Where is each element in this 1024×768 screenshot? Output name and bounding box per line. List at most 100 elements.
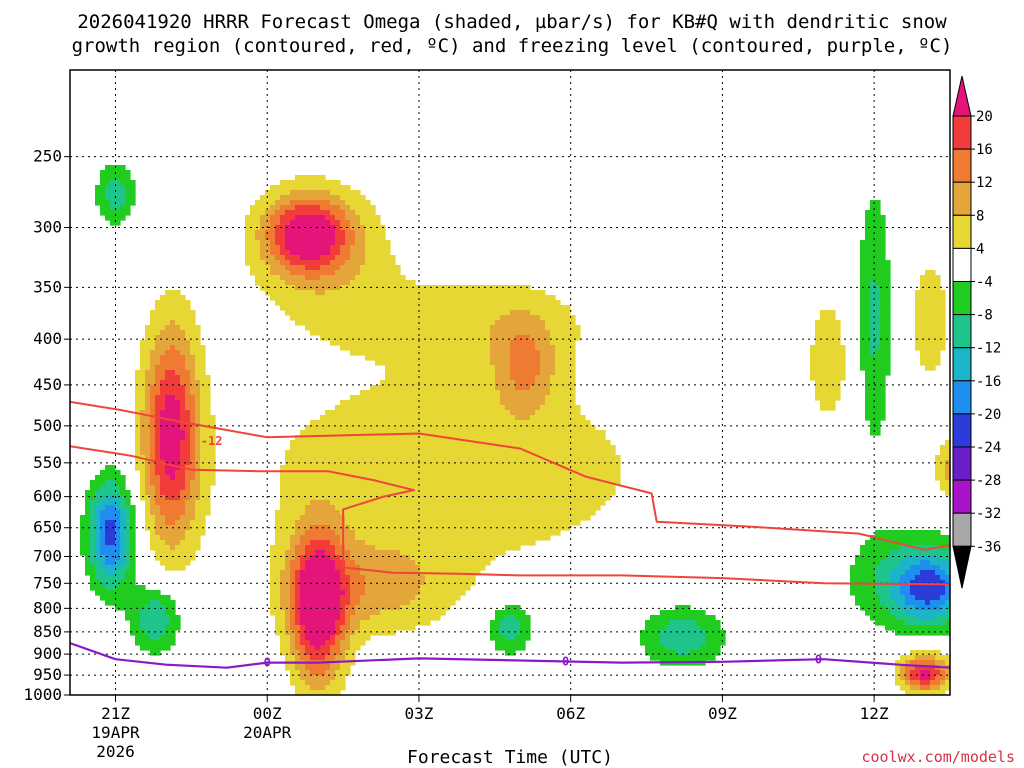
omega-cell	[550, 480, 556, 486]
omega-cell	[575, 515, 581, 521]
omega-cell	[385, 425, 391, 431]
omega-cell	[350, 255, 356, 261]
omega-cell	[290, 275, 296, 281]
omega-cell	[525, 370, 531, 376]
omega-cell	[405, 470, 411, 476]
omega-cell	[300, 310, 306, 316]
omega-cell	[115, 485, 121, 491]
omega-cell	[410, 410, 416, 416]
omega-cell	[350, 320, 356, 326]
omega-cell	[455, 485, 461, 491]
omega-cell	[920, 320, 926, 326]
omega-cell	[475, 320, 481, 326]
omega-cell	[485, 345, 491, 351]
omega-cell	[385, 490, 391, 496]
omega-cell	[865, 330, 871, 336]
omega-cell	[140, 430, 146, 436]
omega-cell	[175, 385, 181, 391]
omega-cell	[305, 215, 311, 221]
omega-cell	[365, 315, 371, 321]
omega-cell	[365, 520, 371, 526]
omega-cell	[360, 460, 366, 466]
omega-cell	[350, 315, 356, 321]
omega-cell	[345, 465, 351, 471]
omega-cell	[280, 305, 286, 311]
omega-cell	[445, 375, 451, 381]
omega-cell	[325, 505, 331, 511]
omega-cell	[380, 470, 386, 476]
omega-cell	[495, 445, 501, 451]
omega-cell	[85, 540, 91, 546]
omega-cell	[100, 195, 106, 201]
omega-cell	[505, 480, 511, 486]
omega-cell	[510, 315, 516, 321]
omega-cell	[190, 515, 196, 521]
omega-cell	[390, 535, 396, 541]
omega-cell	[945, 440, 950, 446]
omega-cell	[530, 375, 536, 381]
omega-cell	[500, 300, 506, 306]
omega-cell	[310, 510, 316, 516]
omega-cell	[335, 260, 341, 266]
omega-cell	[335, 340, 341, 346]
omega-cell	[295, 190, 301, 196]
omega-cell	[385, 430, 391, 436]
omega-cell	[510, 295, 516, 301]
omega-cell	[270, 230, 276, 236]
omega-cell	[525, 500, 531, 506]
omega-cell	[330, 525, 336, 531]
omega-cell	[320, 520, 326, 526]
omega-cell	[310, 505, 316, 511]
omega-cell	[295, 180, 301, 186]
omega-cell	[155, 395, 161, 401]
omega-cell	[425, 410, 431, 416]
omega-cell	[520, 345, 526, 351]
omega-cell	[525, 345, 531, 351]
omega-cell	[190, 460, 196, 466]
omega-cell	[95, 200, 101, 206]
omega-cell	[110, 530, 116, 536]
omega-cell	[410, 450, 416, 456]
omega-cell	[825, 390, 831, 396]
omega-cell	[375, 475, 381, 481]
omega-cell	[435, 485, 441, 491]
omega-cell	[860, 345, 866, 351]
omega-cell	[500, 365, 506, 371]
omega-cell	[145, 385, 151, 391]
omega-cell	[810, 345, 816, 351]
omega-cell	[520, 485, 526, 491]
omega-cell	[890, 530, 896, 536]
omega-cell	[505, 385, 511, 391]
omega-cell	[150, 320, 156, 326]
omega-cell	[500, 355, 506, 361]
omega-cell	[465, 540, 471, 546]
omega-cell	[365, 475, 371, 481]
omega-cell	[360, 325, 366, 331]
omega-cell	[295, 435, 301, 441]
omega-cell	[320, 530, 326, 536]
omega-cell	[160, 335, 166, 341]
omega-cell	[445, 490, 451, 496]
omega-cell	[370, 385, 376, 391]
omega-cell	[425, 335, 431, 341]
omega-cell	[190, 340, 196, 346]
omega-cell	[185, 440, 191, 446]
omega-cell	[370, 340, 376, 346]
omega-cell	[400, 545, 406, 551]
omega-cell	[500, 305, 506, 311]
omega-cell	[875, 375, 881, 381]
omega-cell	[335, 255, 341, 261]
omega-cell	[370, 550, 376, 556]
omega-cell	[395, 275, 401, 281]
omega-cell	[920, 310, 926, 316]
omega-cell	[920, 305, 926, 311]
omega-cell	[285, 450, 291, 456]
omega-cell	[450, 320, 456, 326]
omega-cell	[555, 390, 561, 396]
omega-cell	[315, 425, 321, 431]
omega-cell	[290, 305, 296, 311]
omega-cell	[340, 195, 346, 201]
omega-cell	[370, 510, 376, 516]
omega-cell	[140, 380, 146, 386]
omega-cell	[180, 425, 186, 431]
